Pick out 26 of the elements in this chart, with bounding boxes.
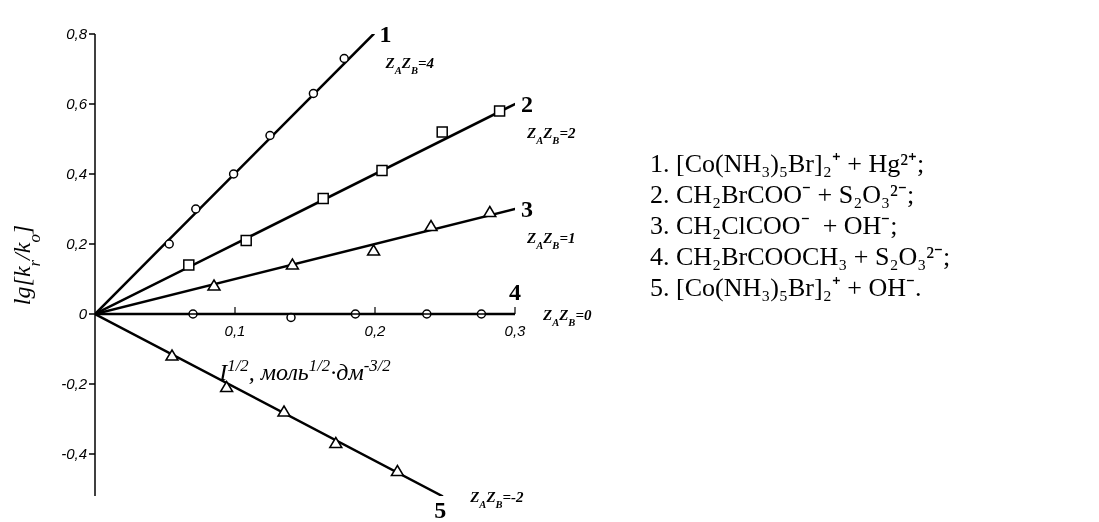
y-tick-label: 0,8 <box>66 25 88 43</box>
series-label: 2 <box>521 91 533 117</box>
annotation: Z$_{A}$Z$_{B}$=-2 <box>469 489 525 510</box>
text: 2. CH₂BrCOO⁻ + S₂O₃²⁻; <box>650 179 916 210</box>
x-tick-label: 0,1 <box>224 322 246 339</box>
text: 5. [Co(NH₃)₅Br]₂⁺ + OH⁻. <box>650 272 923 303</box>
series-label: 5 <box>434 497 447 522</box>
annotation: Z$_{A}$Z$_{B}$=2 <box>526 125 576 146</box>
text: 4. CH₂BrCOOCH₃ + S₂O₃²⁻; <box>650 241 951 272</box>
y-tick-label: 0,6 <box>66 95 88 113</box>
y-tick-label: -0,4 <box>61 445 87 463</box>
series-label: 1 <box>379 21 392 47</box>
series-label: 4 <box>509 279 521 305</box>
y-tick-label: 0,4 <box>66 165 87 183</box>
x-axis-title: I$^{1/2}$, моль$^{1/2}$·дм$^{-3/2}$ <box>218 355 392 385</box>
y-tick-label: 0,2 <box>66 235 88 253</box>
annotation: Z$_{A}$Z$_{B}$=4 <box>384 55 435 76</box>
y-tick-label: 0 <box>78 305 88 323</box>
text: 3. CH₂ClCOO⁻ + OH⁻; <box>650 210 899 241</box>
annotation: Z$_{A}$Z$_{B}$=0 <box>542 307 592 328</box>
series-label: 3 <box>521 196 533 222</box>
x-tick-label: 0,2 <box>364 322 387 339</box>
y-tick-label: -0,2 <box>61 375 88 393</box>
x-tick-label: 0,3 <box>504 322 527 339</box>
text: 1. [Co(NH₃)₅Br]₂⁺ + Hg²⁺; <box>650 148 926 179</box>
annotation: Z$_{A}$Z$_{B}$=1 <box>526 230 576 251</box>
